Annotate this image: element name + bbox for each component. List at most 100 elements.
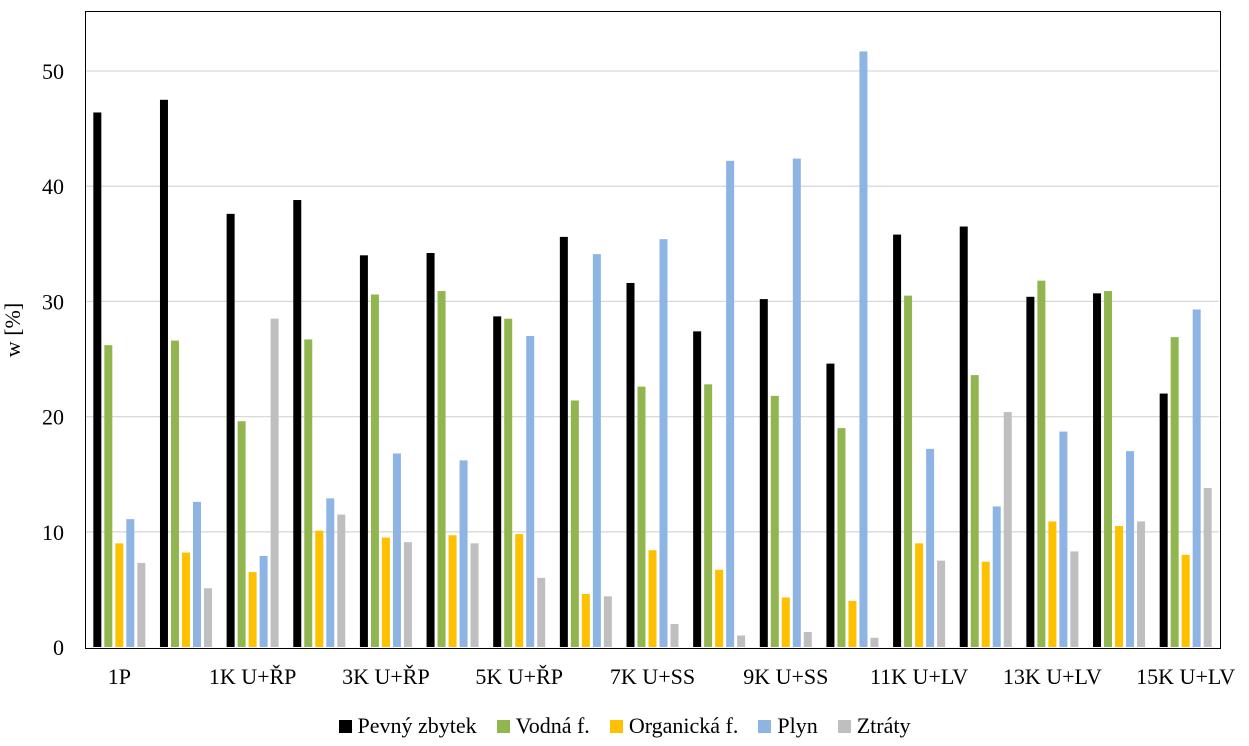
bar [937, 560, 946, 647]
bar [437, 291, 446, 647]
bar [626, 282, 635, 647]
bar [392, 453, 401, 647]
legend-swatch [338, 719, 352, 733]
bar [504, 318, 513, 647]
bar [1203, 488, 1212, 647]
bar [1115, 526, 1124, 647]
bar [1093, 293, 1102, 647]
x-tick-label: 15K U+LV [1136, 664, 1235, 689]
bar [448, 535, 457, 647]
bar [570, 400, 579, 647]
x-tick-label: 1K U+ŘP [209, 664, 297, 689]
x-tick-label: 9K U+SS [743, 664, 828, 689]
bar [170, 340, 179, 647]
bar [1003, 411, 1012, 647]
bar [704, 384, 713, 647]
x-tick-label: 13K U+LV [1003, 664, 1102, 689]
bar [326, 498, 335, 647]
bar [926, 448, 935, 647]
bar [470, 543, 479, 647]
bar [104, 345, 113, 647]
x-tick-label: 5K U+ŘP [475, 664, 563, 689]
bar [337, 514, 346, 647]
x-tick-label: 1P [108, 664, 131, 689]
bar [715, 569, 724, 647]
bar [259, 555, 268, 647]
bar [226, 213, 235, 647]
x-tick-label: 11K U+LV [870, 664, 968, 689]
bar [159, 99, 168, 648]
bar [893, 234, 902, 648]
bar [859, 51, 868, 647]
bar [459, 460, 468, 647]
bar [726, 160, 735, 647]
bar [381, 537, 390, 647]
x-tick-label: 7K U+SS [610, 664, 695, 689]
legend-label: Vodná f. [515, 713, 590, 738]
bar [759, 299, 768, 647]
bar [1126, 451, 1135, 647]
chart-plot-area-frame [85, 11, 1221, 649]
bar [293, 200, 302, 648]
bar [126, 519, 135, 647]
bar [559, 236, 568, 647]
bar [359, 255, 368, 647]
legend-label: Organická f. [628, 713, 739, 738]
bar [603, 596, 612, 647]
legend-swatch [758, 719, 772, 733]
bar [192, 501, 201, 647]
bar [992, 506, 1001, 647]
bar [648, 550, 657, 647]
bar [426, 253, 435, 648]
bar [592, 254, 601, 647]
y-tick-label: 30 [42, 289, 64, 314]
legend-item: Pevný zbytek [338, 713, 477, 739]
bar-chart: 0 10 20 30 40 50 w [%] 1P 1K U+ŘP 3K U+ŘP 5K U+ŘP 7… [0, 51, 1235, 689]
bar [1104, 291, 1113, 647]
bar [970, 375, 979, 647]
bar [137, 562, 146, 647]
bar [1026, 296, 1035, 647]
legend-label: Pevný zbytek [357, 713, 477, 738]
y-tick-label: 10 [42, 520, 64, 545]
bar [403, 542, 412, 647]
bar [870, 637, 879, 647]
y-tick-label: 50 [42, 59, 64, 84]
bar [1181, 554, 1190, 647]
bar [1048, 521, 1057, 647]
bar [1170, 337, 1179, 647]
bar [493, 316, 502, 647]
bar [370, 294, 379, 647]
bar [1192, 309, 1201, 647]
bar [526, 335, 535, 647]
bar [581, 594, 590, 647]
bar [315, 530, 324, 647]
bar [1070, 551, 1079, 647]
bar [115, 543, 124, 647]
bar [904, 295, 913, 647]
bar [915, 543, 924, 647]
bar [248, 572, 257, 647]
bar [93, 112, 102, 648]
bar [1159, 393, 1168, 647]
bar [637, 386, 646, 647]
legend-swatch [609, 719, 623, 733]
bar [981, 561, 990, 647]
legend-label: Ztráty [856, 713, 911, 738]
legend-item: Plyn [758, 713, 818, 739]
bar [837, 428, 846, 647]
bar [781, 597, 790, 647]
y-tick-label: 40 [42, 174, 64, 199]
bar [659, 239, 668, 647]
bar [181, 552, 190, 647]
legend-swatch [837, 719, 851, 733]
y-tick-label: 20 [42, 405, 64, 430]
bar [304, 339, 313, 647]
x-tick-label: 3K U+ŘP [342, 664, 430, 689]
y-axis-label: w [%] [0, 303, 25, 357]
bar [848, 600, 857, 647]
bar [959, 226, 968, 647]
bar [237, 421, 246, 647]
bar [693, 331, 702, 647]
bar [1059, 431, 1068, 647]
